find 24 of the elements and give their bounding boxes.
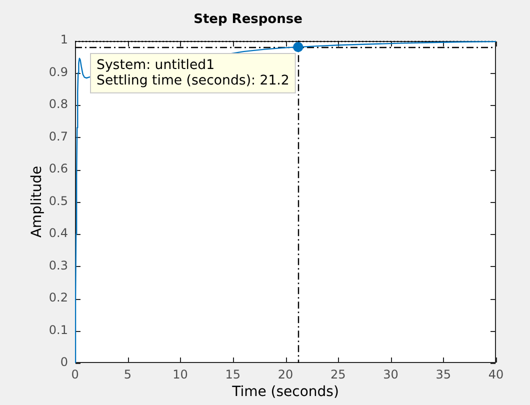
x-tick-label: 10 <box>172 367 188 382</box>
y-tick-label: 0.5 <box>48 194 68 208</box>
y-tick-label: 0 <box>60 355 68 370</box>
annotation: System: untitled1 Settling time (seconds): 21.2 <box>96 58 290 89</box>
y-tick-label: 0.8 <box>48 97 68 112</box>
chart-title: Step Response <box>194 12 303 28</box>
y-axis-title: Amplitude <box>29 166 46 238</box>
x-tick-label: 5 <box>124 367 132 382</box>
x-tick-label: 25 <box>330 367 346 382</box>
y-tick-label: 0.9 <box>48 64 68 79</box>
y-tick-label: 0.4 <box>48 226 68 240</box>
y-tick-label: 1 <box>60 32 68 47</box>
y-tick-label: 0.1 <box>48 322 68 337</box>
y-tick-label: 0.6 <box>48 162 68 176</box>
x-axis-title: Time (seconds) <box>231 384 339 400</box>
y-tick-label: 0.7 <box>48 129 68 144</box>
y-tick-label: 0.3 <box>48 258 68 272</box>
y-tick-label: 0.2 <box>48 290 68 305</box>
x-tick-label: 40 <box>488 367 504 382</box>
x-tick-label: 30 <box>383 367 398 382</box>
x-tick-label: 20 <box>278 367 294 382</box>
x-tick-label: 0 <box>71 367 79 382</box>
x-tick-label: 35 <box>436 367 452 382</box>
x-tick-label: 15 <box>225 367 241 382</box>
